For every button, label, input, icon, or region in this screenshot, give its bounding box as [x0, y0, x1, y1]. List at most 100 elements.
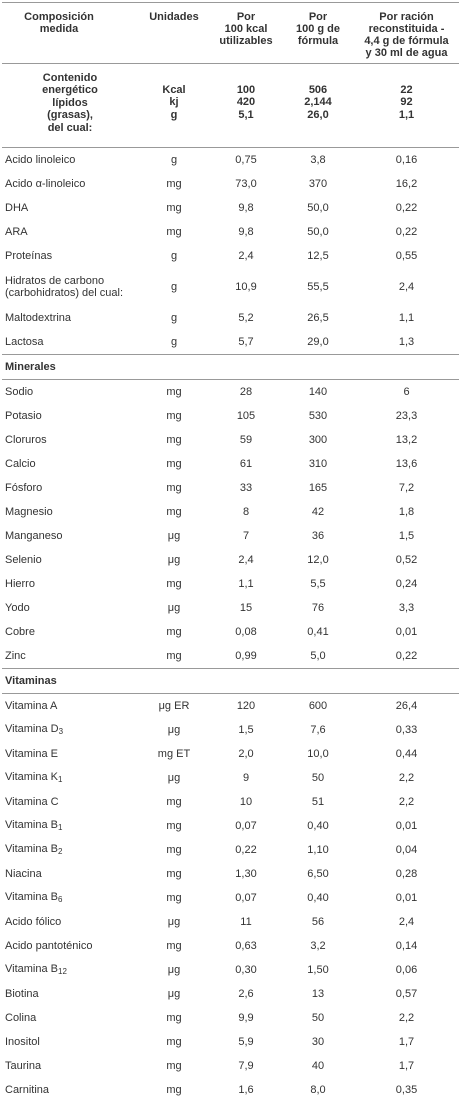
- value-cell: 9,9: [238, 1011, 254, 1024]
- value-cell: 0,75: [210, 146, 282, 172]
- name-subscript: 12: [58, 967, 67, 976]
- value-cell: 6,50: [307, 867, 329, 880]
- table-body: Composición medida Unidades Por 100 kcal u…: [2, 3, 459, 1102]
- row-name: Acido α-linoleico: [5, 177, 86, 190]
- value-cell: 42: [311, 505, 325, 518]
- row-name: Lactosa: [5, 335, 44, 348]
- data-row: Vitamina A μg ER 120 600 26,4: [2, 693, 459, 718]
- row-name: Vitamina B12: [2, 958, 138, 982]
- value-cell: 0,06: [395, 963, 418, 976]
- data-row: Cloruros mg 59 300 13,2: [2, 428, 459, 452]
- table: Composición medida Unidades Por 100 kcal u…: [2, 3, 459, 1102]
- name-text: Vitamina B: [5, 819, 58, 831]
- data-row: Potasio mg 105 530 23,3: [2, 404, 459, 428]
- data-row: Yodo μg 15 76 3,3: [2, 596, 459, 620]
- row-name: Acido linoleico: [2, 146, 138, 172]
- unit-cell: μg: [167, 963, 181, 976]
- energy-cell: Kcal kj g: [138, 63, 210, 148]
- row-name: Inositol: [5, 1035, 40, 1048]
- value-cell: 140: [308, 385, 328, 398]
- value-cell: 370: [308, 177, 328, 190]
- value-cell: 0,99: [235, 649, 257, 662]
- data-row: Acido α-linoleico mg 73,0 370 16,2: [2, 172, 459, 196]
- data-row: Taurina mg 7,9 40 1,7: [2, 1054, 459, 1078]
- value-cell: 0,22: [395, 649, 418, 662]
- value-cell: 56: [311, 915, 325, 928]
- row-name: Potasio: [5, 409, 42, 422]
- energy-value: kj: [169, 96, 179, 108]
- row-name: Acido fólico: [5, 915, 62, 928]
- energy-value: 100: [236, 83, 256, 96]
- data-row: Vitamina D3 μg 1,5 7,6 0,33: [2, 718, 459, 742]
- unit-cell: mg: [166, 1083, 182, 1096]
- row-name: Zinc: [5, 649, 26, 662]
- header-cell: Unidades: [138, 3, 210, 64]
- value-cell: 76: [311, 601, 325, 614]
- unit-cell: mg: [166, 409, 182, 422]
- row-name: Hidratos de carbono (carbohidratos) del …: [5, 274, 124, 299]
- row-name: Proteínas: [5, 249, 53, 262]
- value-cell: 1,3: [398, 335, 415, 348]
- value-cell: 105: [236, 409, 256, 422]
- unit-cell: mg: [166, 795, 182, 808]
- data-row: Fósforo mg 33 165 7,2: [2, 476, 459, 500]
- energy-value: g: [170, 108, 178, 121]
- value-cell: 5,5: [310, 577, 326, 590]
- value-cell: 5,9: [238, 1035, 254, 1048]
- value-cell: 0,01: [395, 819, 418, 832]
- header-cell: Por 100 kcal utilizables: [210, 3, 282, 64]
- unit-cell: mg: [166, 505, 182, 518]
- value-cell: 50: [311, 771, 325, 784]
- section-title: Vitaminas: [2, 667, 459, 694]
- value-cell: 1,10: [307, 843, 329, 856]
- data-row: Vitamina B12 μg 0,30 1,50 0,06: [2, 958, 459, 982]
- unit-cell: g: [170, 280, 178, 293]
- unit-cell: mg: [166, 939, 182, 952]
- data-row: Proteínas g 2,4 12,5 0,55: [2, 244, 459, 268]
- value-cell: 1,7: [398, 1059, 415, 1072]
- value-cell: 530: [308, 409, 328, 422]
- name-subscript: 1: [58, 775, 63, 784]
- value-cell: 7,2: [398, 481, 415, 494]
- value-cell: 12,5: [307, 249, 329, 262]
- unit-cell: mg: [166, 649, 182, 662]
- value-cell: 26,4: [395, 699, 418, 712]
- value-cell: 0,22: [395, 201, 418, 214]
- energy-row: Contenido energético lípidos (grasas), d…: [2, 63, 459, 148]
- value-cell: 0,16: [354, 146, 459, 172]
- unit-cell: mg: [166, 1059, 182, 1072]
- value-cell: 1,5: [238, 723, 254, 736]
- value-cell: 0,52: [395, 553, 418, 566]
- row-name: Sodio: [5, 385, 34, 398]
- row-name: Acido pantoténico: [5, 939, 93, 952]
- value-cell: 2,2: [398, 1011, 415, 1024]
- header-row: Composición medida Unidades Por 100 kcal u…: [2, 3, 459, 64]
- data-row: Niacina mg 1,30 6,50 0,28: [2, 862, 459, 886]
- header-cell: Composición medida: [2, 3, 138, 64]
- unit-cell: mg: [166, 201, 182, 214]
- value-cell: 13,6: [395, 457, 418, 470]
- value-cell: 33: [239, 481, 253, 494]
- unit-cell: μg ER: [158, 699, 190, 712]
- data-row: Hierro mg 1,1 5,5 0,24: [2, 572, 459, 596]
- data-row: Calcio mg 61 310 13,6: [2, 452, 459, 476]
- value-cell: 0,22: [395, 225, 418, 238]
- value-cell: 0,57: [395, 987, 418, 1000]
- unit-cell: mg: [166, 225, 182, 238]
- value-cell: 0,40: [307, 891, 329, 904]
- value-cell: 5,0: [310, 649, 326, 662]
- section-row: Minerales: [2, 353, 459, 380]
- value-cell: 2,6: [238, 987, 254, 1000]
- value-cell: 1,1: [398, 311, 415, 324]
- data-row: Vitamina B2 mg 0,22 1,10 0,04: [2, 838, 459, 862]
- row-name: Carnitina: [5, 1083, 50, 1096]
- row-name: Yodo: [5, 601, 30, 614]
- unit-cell: mg: [166, 1035, 182, 1048]
- value-cell: 12,0: [307, 553, 329, 566]
- data-row: ARA mg 9,8 50,0 0,22: [2, 220, 459, 244]
- unit-cell: mg: [166, 577, 182, 590]
- energy-value: 506: [308, 83, 328, 96]
- value-cell: 0,33: [395, 723, 418, 736]
- data-row: Acido linoleico g 0,75 3,8 0,16: [2, 146, 459, 172]
- energy-cell: 22 92 1,1: [354, 63, 459, 148]
